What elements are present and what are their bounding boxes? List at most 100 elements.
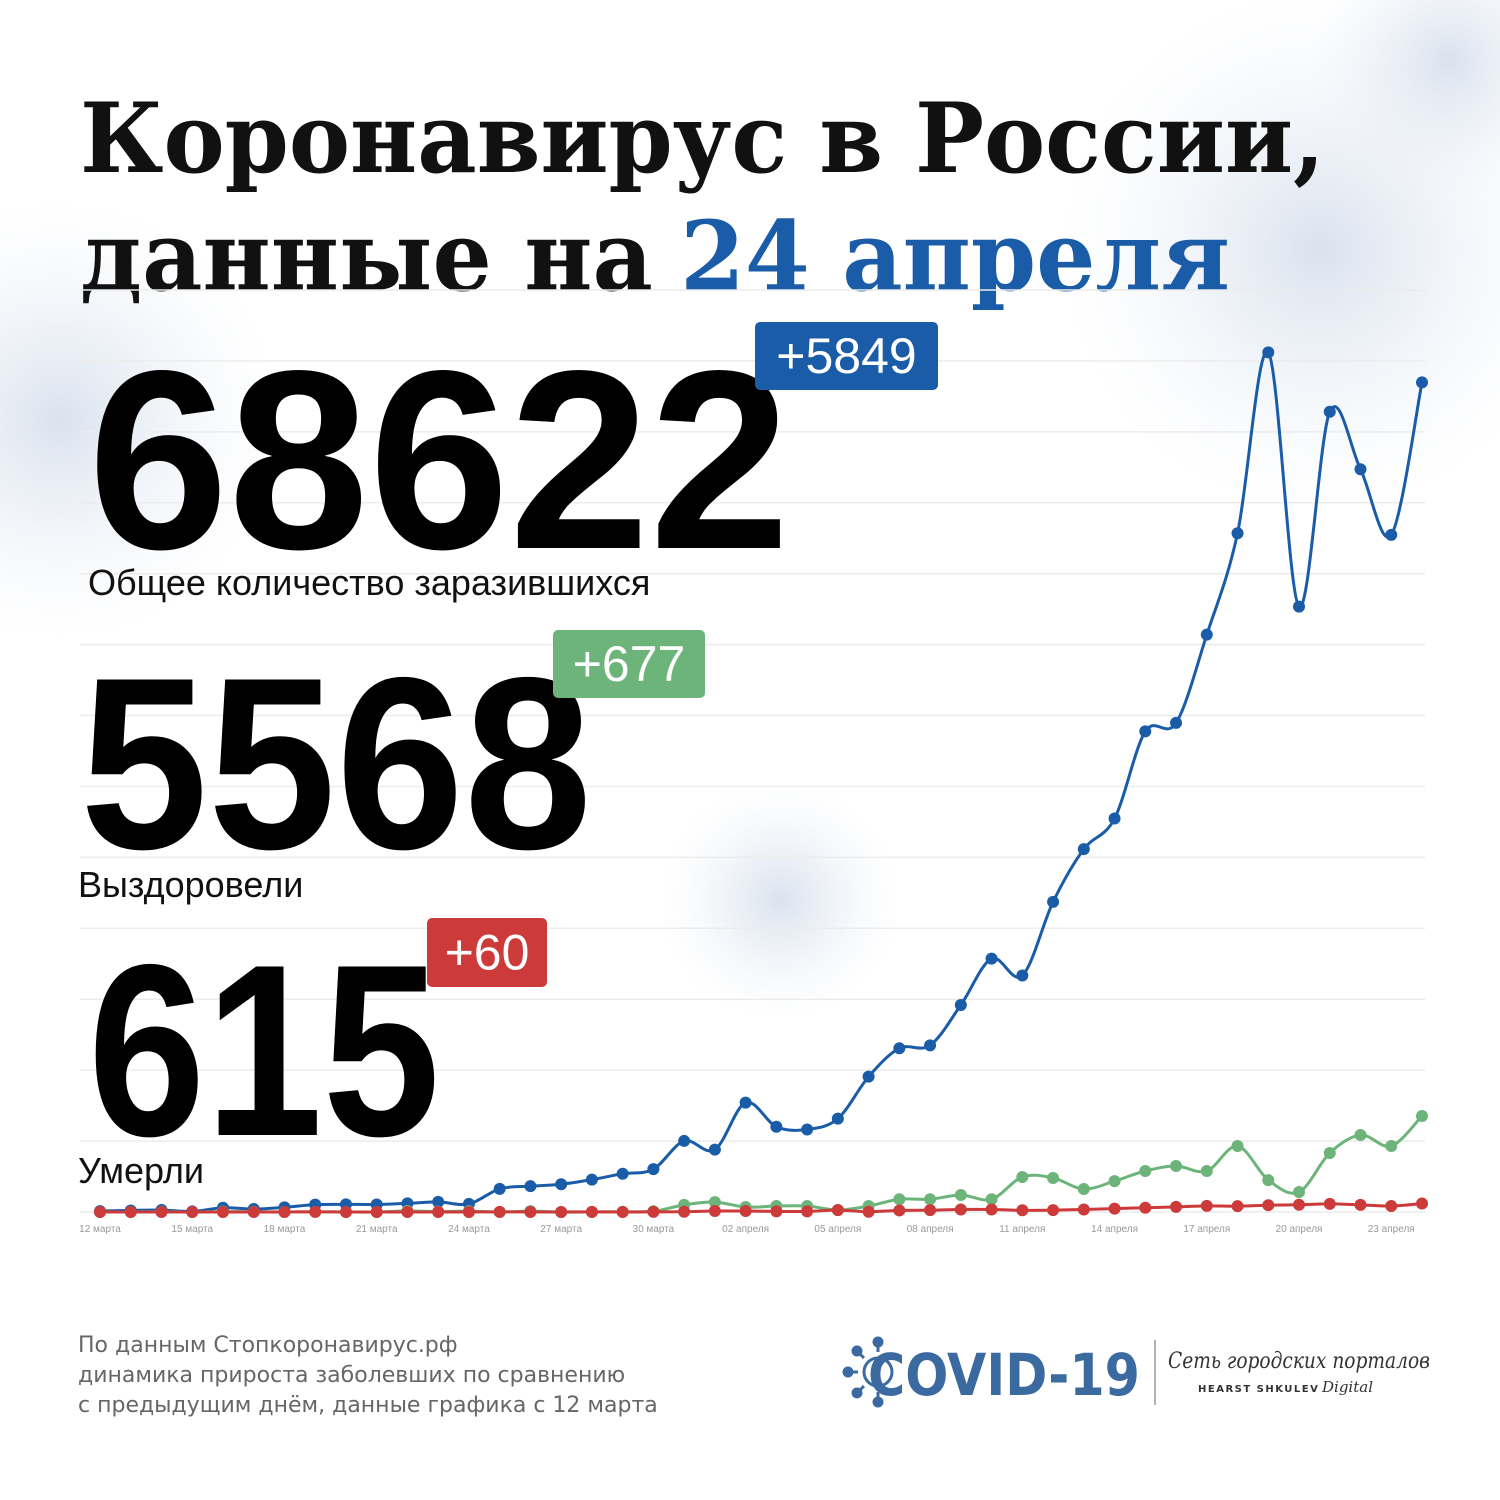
stat-badge — [553, 630, 705, 698]
point — [801, 1123, 814, 1136]
point — [186, 1206, 199, 1218]
stat-change: +5849 — [776, 328, 916, 384]
point — [954, 999, 967, 1012]
point — [247, 1206, 260, 1218]
point — [1170, 1200, 1183, 1213]
point — [1385, 528, 1398, 541]
background-decor — [0, 0, 1500, 1020]
stat-change: +60 — [445, 925, 530, 981]
point — [616, 1167, 629, 1180]
point — [1016, 1204, 1029, 1217]
point — [524, 1206, 537, 1218]
point — [432, 1206, 445, 1218]
point — [1139, 1201, 1152, 1214]
point — [1200, 628, 1213, 641]
point — [1354, 463, 1367, 476]
stat-caption: Общее количество заразившихся — [88, 562, 650, 603]
x-tick-label: 11 апреля — [999, 1224, 1045, 1235]
x-tick-label: 02 апреля — [722, 1224, 769, 1235]
point — [1016, 969, 1029, 982]
point — [432, 1195, 445, 1208]
x-tick-label: 21 марта — [356, 1224, 398, 1235]
point — [1108, 812, 1121, 825]
stat-value: 615 — [88, 913, 440, 1187]
point — [1231, 1140, 1244, 1153]
point — [770, 1120, 783, 1133]
point — [370, 1206, 383, 1218]
x-tick-label: 24 марта — [448, 1224, 490, 1235]
point — [1385, 1200, 1398, 1213]
stat-badge — [427, 918, 547, 987]
point — [1416, 1109, 1428, 1122]
point — [708, 1196, 721, 1209]
x-tick-label: 18 марта — [264, 1224, 306, 1235]
point — [708, 1143, 721, 1156]
logo-network: Сеть городских порталов — [1168, 1349, 1430, 1374]
x-tick-label: 17 апреля — [1183, 1224, 1230, 1235]
point — [1262, 346, 1275, 359]
point — [924, 1193, 937, 1206]
point — [678, 1134, 691, 1147]
point — [985, 952, 998, 965]
x-tick-label: 12 марта — [79, 1224, 121, 1235]
virus-icon — [842, 1336, 894, 1408]
point — [1139, 725, 1152, 738]
stat-change: +677 — [573, 636, 686, 692]
logo-brand: HEARST SHKULEV — [1198, 1384, 1319, 1395]
point — [1077, 1183, 1090, 1196]
footnote-line: динамика прироста заболевших по сравнени… — [78, 1363, 625, 1388]
footnote-line: По данным Стопкоронавирус.рф — [78, 1333, 458, 1358]
point — [831, 1112, 844, 1125]
point — [1231, 1200, 1244, 1213]
point — [985, 1203, 998, 1216]
point — [1323, 1197, 1336, 1210]
x-tick-label: 30 марта — [633, 1224, 675, 1235]
title-date: 24 апреля — [680, 200, 1230, 313]
point — [585, 1205, 598, 1218]
point — [893, 1204, 906, 1217]
point — [1170, 1160, 1183, 1173]
x-tick-label: 15 марта — [171, 1224, 213, 1235]
point — [985, 1193, 998, 1206]
point — [1077, 843, 1090, 856]
point — [1323, 405, 1336, 418]
point — [924, 1204, 937, 1217]
stats: 68622+5849 Общее количество заразившихся 5… — [78, 318, 938, 1191]
point — [493, 1205, 506, 1218]
point — [739, 1205, 752, 1218]
x-tick-label: 05 апреля — [814, 1224, 861, 1235]
point — [124, 1206, 137, 1218]
point — [1170, 716, 1183, 729]
point — [1416, 376, 1428, 389]
point — [893, 1042, 906, 1055]
title-line2: данные на 24 апреля — [80, 200, 1230, 313]
point — [524, 1180, 537, 1193]
point — [708, 1205, 721, 1218]
title-text: данные на — [80, 200, 653, 313]
x-tick-label: 20 апреля — [1276, 1224, 1323, 1235]
point — [1200, 1165, 1213, 1178]
footnote: По данным Стопкоронавирус.рф динамика пр… — [78, 1333, 658, 1418]
x-tick-label: 23 апреля — [1368, 1224, 1415, 1235]
point — [831, 1204, 844, 1217]
point — [1108, 1202, 1121, 1215]
stat-caption: Выздоровели — [78, 864, 303, 905]
point — [1047, 895, 1060, 908]
point — [1293, 1198, 1306, 1211]
footnote-line: с предыдущим днём, данные графика с 12 м… — [78, 1393, 658, 1418]
point — [401, 1206, 414, 1218]
chart: 12 марта 15 марта 18 марта 21 марта 24 марта… — [79, 289, 1428, 1235]
point — [555, 1178, 568, 1191]
point — [309, 1205, 322, 1218]
point — [739, 1096, 752, 1109]
point — [1231, 527, 1244, 540]
point — [1077, 1203, 1090, 1216]
point — [155, 1206, 168, 1218]
point — [555, 1206, 568, 1218]
point — [770, 1205, 783, 1218]
point — [216, 1206, 229, 1218]
point — [616, 1206, 629, 1218]
point — [94, 1206, 106, 1218]
point — [1016, 1170, 1029, 1183]
